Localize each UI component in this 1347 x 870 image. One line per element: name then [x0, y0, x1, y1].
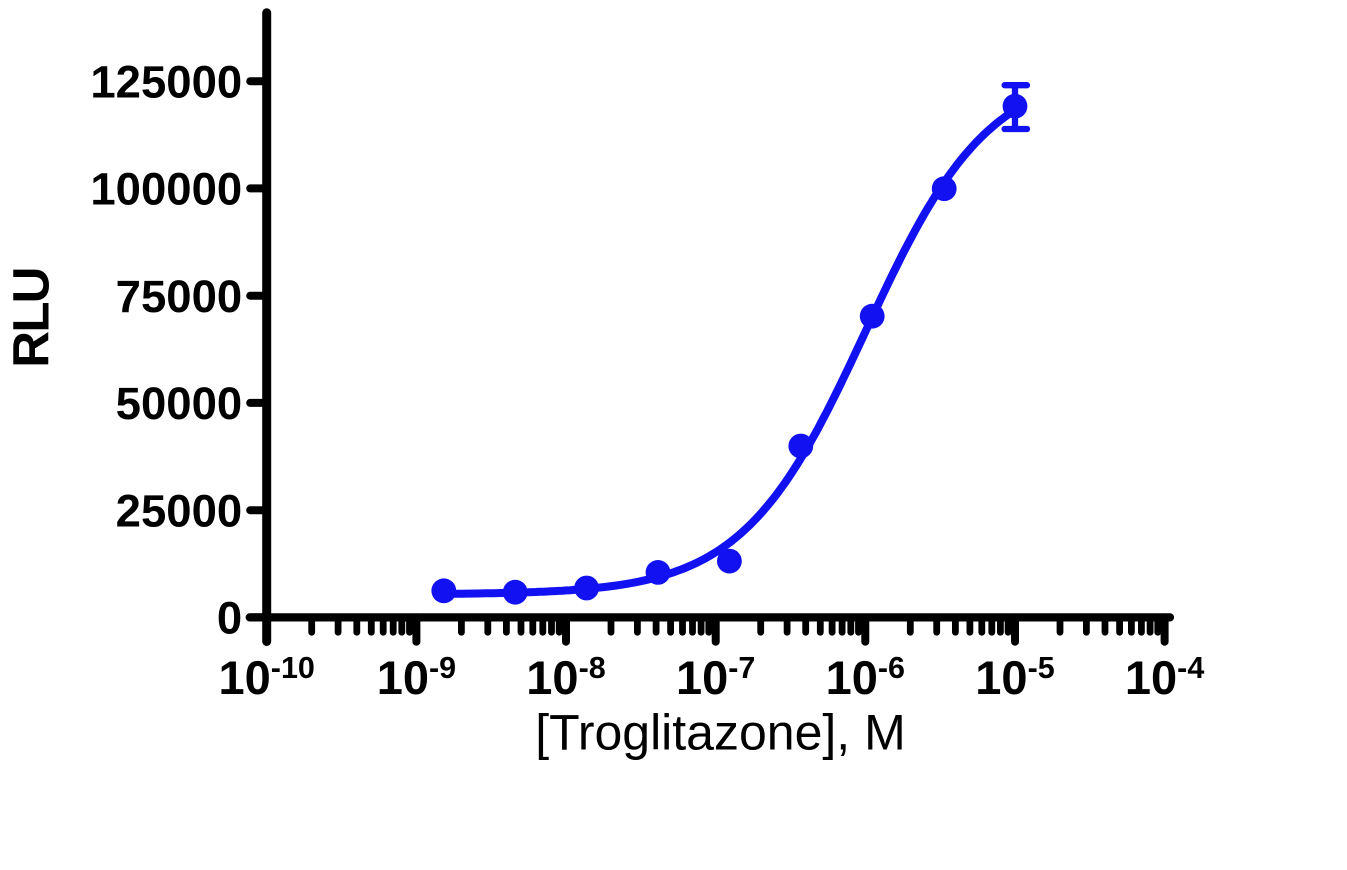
svg-text:10-5: 10-5 — [975, 651, 1054, 704]
svg-text:100000: 100000 — [90, 164, 242, 215]
svg-text:[Troglitazone], M: [Troglitazone], M — [535, 705, 906, 761]
svg-text:75000: 75000 — [116, 271, 243, 322]
svg-text:125000: 125000 — [90, 57, 242, 108]
svg-text:RLU: RLU — [2, 268, 59, 367]
svg-text:10-4: 10-4 — [1125, 651, 1204, 704]
svg-text:0: 0 — [217, 593, 242, 644]
svg-text:50000: 50000 — [116, 378, 243, 429]
svg-text:25000: 25000 — [116, 486, 243, 537]
